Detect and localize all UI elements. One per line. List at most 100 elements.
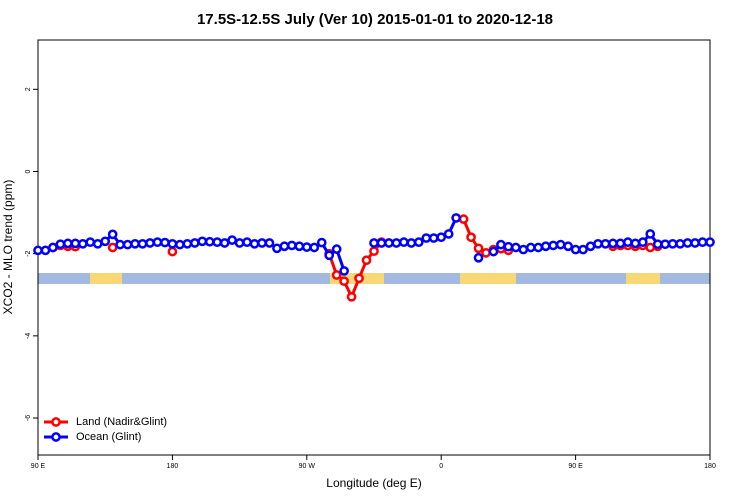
data-point bbox=[652, 239, 663, 250]
data-point bbox=[279, 241, 290, 252]
data-point bbox=[466, 232, 476, 243]
data-point bbox=[107, 242, 118, 253]
y-tick-label: -4 bbox=[25, 333, 32, 339]
data-point bbox=[63, 238, 73, 249]
data-point bbox=[391, 238, 402, 248]
data-point bbox=[361, 255, 372, 266]
land-patch bbox=[626, 273, 660, 284]
data-point bbox=[77, 238, 88, 249]
y-tick-label: -6 bbox=[25, 415, 32, 421]
data-point bbox=[48, 242, 58, 253]
y-tick-label: 0 bbox=[25, 169, 32, 173]
data-point bbox=[428, 233, 439, 243]
data-point bbox=[637, 237, 648, 248]
data-point bbox=[570, 244, 581, 255]
data-point bbox=[384, 238, 394, 248]
data-point bbox=[369, 238, 379, 248]
data-point bbox=[339, 276, 349, 287]
land-mask-band bbox=[38, 273, 710, 284]
data-point bbox=[145, 238, 155, 248]
data-point bbox=[675, 238, 685, 249]
x-tick-label: 90 W bbox=[299, 463, 316, 470]
data-point bbox=[40, 245, 51, 256]
x-tick-label: 180 bbox=[167, 463, 179, 470]
x-axis-label: Longitude (deg E) bbox=[326, 476, 421, 490]
data-point bbox=[697, 237, 708, 248]
data-point bbox=[55, 239, 66, 250]
data-point bbox=[249, 238, 260, 249]
data-point bbox=[152, 237, 163, 248]
y-axis-label: XCO2 - MLO trend (ppm) bbox=[1, 180, 15, 315]
data-point bbox=[130, 238, 140, 249]
data-point bbox=[548, 240, 559, 251]
data-point bbox=[227, 235, 237, 245]
data-point bbox=[100, 236, 111, 247]
data-point bbox=[533, 242, 544, 253]
data-point bbox=[667, 238, 678, 249]
data-point bbox=[70, 238, 81, 249]
data-point bbox=[458, 214, 469, 224]
data-point bbox=[436, 232, 447, 243]
legend-label: Land (Nadir&Glint) bbox=[76, 416, 167, 428]
data-point bbox=[115, 239, 125, 250]
x-tick-label: 180 bbox=[704, 463, 716, 470]
data-point bbox=[443, 229, 454, 239]
x-tick-label: 0 bbox=[439, 463, 443, 470]
data-point bbox=[406, 238, 417, 248]
data-point bbox=[511, 242, 521, 253]
data-point bbox=[160, 237, 170, 248]
data-point bbox=[473, 243, 484, 254]
data-point bbox=[481, 247, 491, 258]
data-point bbox=[540, 241, 551, 252]
data-point bbox=[399, 237, 409, 248]
data-point bbox=[33, 245, 43, 256]
data-point bbox=[690, 238, 700, 248]
series-line bbox=[52, 218, 658, 301]
data-point bbox=[518, 244, 529, 255]
data-point bbox=[167, 246, 178, 257]
data-point bbox=[316, 237, 327, 248]
data-point bbox=[630, 238, 641, 249]
data-point bbox=[331, 244, 342, 254]
data-point bbox=[376, 238, 387, 248]
data-point bbox=[593, 238, 603, 249]
data-point bbox=[175, 239, 185, 250]
y-tick-label: 2 bbox=[25, 87, 32, 91]
data-point bbox=[287, 240, 297, 251]
data-point bbox=[197, 236, 208, 247]
data-point bbox=[600, 238, 611, 249]
data-point bbox=[660, 239, 671, 250]
data-point bbox=[705, 237, 715, 248]
data-point bbox=[257, 238, 267, 248]
data-point bbox=[331, 270, 342, 280]
data-point bbox=[301, 242, 312, 252]
data-point bbox=[563, 241, 573, 252]
data-point bbox=[413, 237, 424, 248]
x-tick-label: 90 E bbox=[568, 463, 583, 470]
data-point bbox=[137, 238, 148, 249]
data-point bbox=[503, 241, 514, 252]
data-point bbox=[682, 238, 693, 248]
data-point bbox=[272, 243, 282, 254]
data-point bbox=[107, 229, 118, 240]
data-point bbox=[354, 273, 364, 284]
data-point bbox=[421, 233, 432, 243]
data-point bbox=[167, 238, 178, 249]
data-point bbox=[189, 238, 200, 248]
x-tick-label: 90 E bbox=[31, 463, 46, 470]
data-point bbox=[496, 239, 506, 250]
chart-title: 17.5S-12.5S July (Ver 10) 2015-01-01 to … bbox=[197, 11, 553, 28]
data-point bbox=[85, 237, 96, 248]
data-point bbox=[608, 238, 618, 249]
data-point bbox=[555, 239, 566, 250]
data-point bbox=[122, 239, 133, 250]
data-point bbox=[488, 246, 499, 257]
y-tick-label: -2 bbox=[25, 250, 32, 256]
data-point bbox=[212, 237, 223, 248]
data-point bbox=[182, 238, 193, 249]
data-point bbox=[339, 266, 349, 276]
data-point bbox=[346, 291, 357, 302]
data-point bbox=[645, 242, 656, 253]
